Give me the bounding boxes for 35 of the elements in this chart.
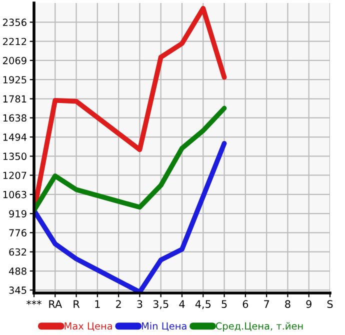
y-tick-label: 1063 — [3, 190, 26, 198]
x-tick-label: 7 — [264, 300, 269, 308]
x-tick-label: 1 — [95, 300, 100, 308]
x-tick-label: 8 — [285, 300, 290, 308]
x-tick-label: 5 — [222, 300, 227, 308]
y-tick-label: 632 — [9, 248, 26, 256]
y-tick-label: 488 — [8, 268, 26, 275]
y-tick-label: 1494 — [3, 133, 27, 141]
legend-label: Max Цена — [64, 322, 112, 332]
x-tick-label: R — [74, 300, 80, 308]
y-tick-label: 1638 — [3, 114, 26, 122]
y-tick-label: 2356 — [3, 18, 26, 26]
y-tick-label: 1207 — [3, 172, 26, 180]
y-tick-label: 1925 — [3, 76, 26, 84]
y-tick-label: 776 — [9, 229, 26, 236]
x-tick-label: S — [327, 300, 333, 308]
y-tick-label: 2069 — [3, 56, 26, 64]
line-series — [34, 140, 227, 293]
x-tick-label: 2 — [116, 300, 121, 308]
line-series — [34, 106, 227, 213]
x-tick-label: 6 — [242, 300, 248, 308]
x-tick-label: 4,5 — [195, 300, 211, 310]
y-tick-label: 345 — [9, 286, 26, 294]
x-tick-label: 3 — [137, 300, 142, 308]
y-tick-label: 2212 — [3, 38, 26, 46]
y-tick-label: 1350 — [3, 152, 26, 160]
y-tick-label: 1781 — [3, 95, 26, 103]
x-tick-label: *** — [26, 300, 42, 305]
x-tick-label: RA — [49, 300, 62, 308]
legend-label: Сред.Цена, т.йен — [216, 322, 303, 332]
legend-label: Min Цена — [142, 322, 186, 332]
x-tick-label: 9 — [306, 300, 312, 308]
x-tick-label: 3,5 — [153, 300, 168, 310]
x-tick-label: 4 — [179, 300, 185, 308]
y-tick-label: 919 — [9, 210, 26, 218]
